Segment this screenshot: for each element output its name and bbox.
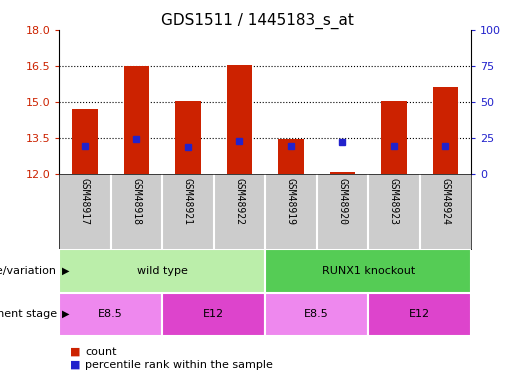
- Text: GSM48919: GSM48919: [286, 178, 296, 225]
- Text: RUNX1 knockout: RUNX1 knockout: [321, 266, 415, 276]
- Text: count: count: [85, 347, 116, 357]
- Bar: [278, 140, 304, 174]
- Text: ■: ■: [70, 360, 80, 369]
- Text: GSM48920: GSM48920: [337, 178, 348, 225]
- Text: ▶: ▶: [62, 266, 70, 276]
- Text: E12: E12: [409, 309, 431, 319]
- Text: E8.5: E8.5: [304, 309, 329, 319]
- Bar: [368, 292, 471, 336]
- Text: GSM48918: GSM48918: [131, 178, 142, 225]
- Bar: [227, 65, 252, 174]
- Bar: [162, 292, 265, 336]
- Text: E12: E12: [203, 309, 225, 319]
- Bar: [175, 101, 201, 174]
- Bar: [265, 249, 471, 292]
- Bar: [59, 249, 265, 292]
- Text: development stage: development stage: [0, 309, 57, 319]
- Bar: [381, 101, 407, 174]
- Text: GSM48917: GSM48917: [80, 178, 90, 225]
- Text: E8.5: E8.5: [98, 309, 123, 319]
- Text: ▶: ▶: [62, 309, 70, 319]
- Bar: [59, 292, 162, 336]
- Text: GSM48921: GSM48921: [183, 178, 193, 225]
- Bar: [265, 292, 368, 336]
- Text: GSM48922: GSM48922: [234, 178, 245, 225]
- Bar: [330, 172, 355, 174]
- Bar: [72, 110, 98, 174]
- Text: GSM48923: GSM48923: [389, 178, 399, 225]
- Text: ■: ■: [70, 347, 80, 357]
- Text: GSM48924: GSM48924: [440, 178, 451, 225]
- Text: percentile rank within the sample: percentile rank within the sample: [85, 360, 273, 369]
- Bar: [433, 87, 458, 174]
- Text: GDS1511 / 1445183_s_at: GDS1511 / 1445183_s_at: [161, 13, 354, 29]
- Bar: [124, 66, 149, 174]
- Text: genotype/variation: genotype/variation: [0, 266, 57, 276]
- Text: wild type: wild type: [137, 266, 187, 276]
